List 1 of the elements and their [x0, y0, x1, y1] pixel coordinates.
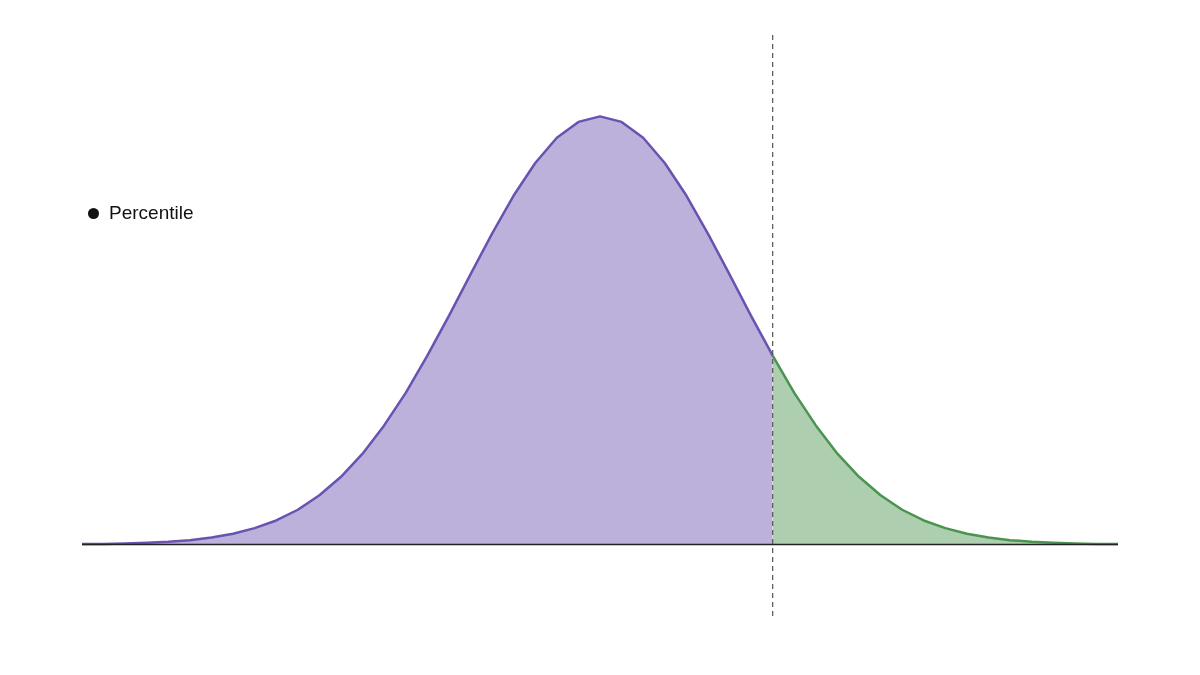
annotation: Percentile [109, 202, 194, 224]
